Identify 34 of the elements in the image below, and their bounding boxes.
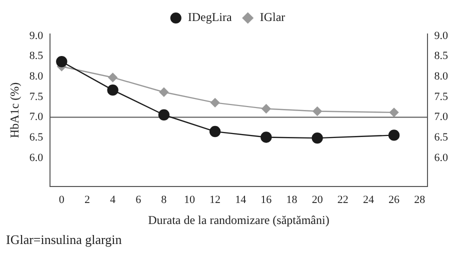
y-tick-label: 6.5 [29,132,44,144]
y2-tick-label: 6.0 [434,152,448,164]
x-tick-label: 24 [362,194,374,206]
y-tick-label: 6.0 [29,152,44,164]
x-tick-label: 14 [235,194,247,206]
y2-tick-label: 8.5 [434,50,448,62]
y2-tick-label: 7.5 [434,90,448,103]
y-axis-title: HbA1c (%) [7,82,22,138]
y2-tick-label: 6.5 [434,132,448,144]
x-tick-label: 0 [58,194,65,206]
x-tick-label: 10 [184,194,196,206]
x-axis-title: Durata de la randomizare (săptămâni) [148,212,330,227]
x-tick-label: 16 [260,194,272,206]
y2-tick-label: 9.0 [434,30,448,42]
x-tick-label: 20 [312,194,324,206]
x-tick-label: 2 [84,194,90,206]
x-tick-label: 12 [210,194,221,206]
text: IGlar=insulina glargin [5,232,123,248]
y-tick-label: 8.5 [29,50,44,62]
y-tick-label: 7.5 [29,90,44,103]
y2-tick-label: 8.0 [434,70,448,83]
x-tick-label: 6 [136,194,142,206]
y-tick-label: 7.0 [29,111,44,124]
x-tick-label: 28 [414,194,426,206]
y-tick-label: 9.0 [29,30,44,42]
y-tick-label: 8.0 [29,70,44,83]
x-tick-label: 22 [337,194,348,206]
y2-tick-label: 7.0 [434,111,448,124]
x-tick-label: 4 [110,194,116,206]
x-tick-label: 18 [286,194,298,206]
x-tick-label: 26 [388,194,400,206]
x-tick-label: 8 [161,194,168,206]
legend-label: IDegLira [188,10,232,24]
legend-label: IGlar [260,10,286,24]
